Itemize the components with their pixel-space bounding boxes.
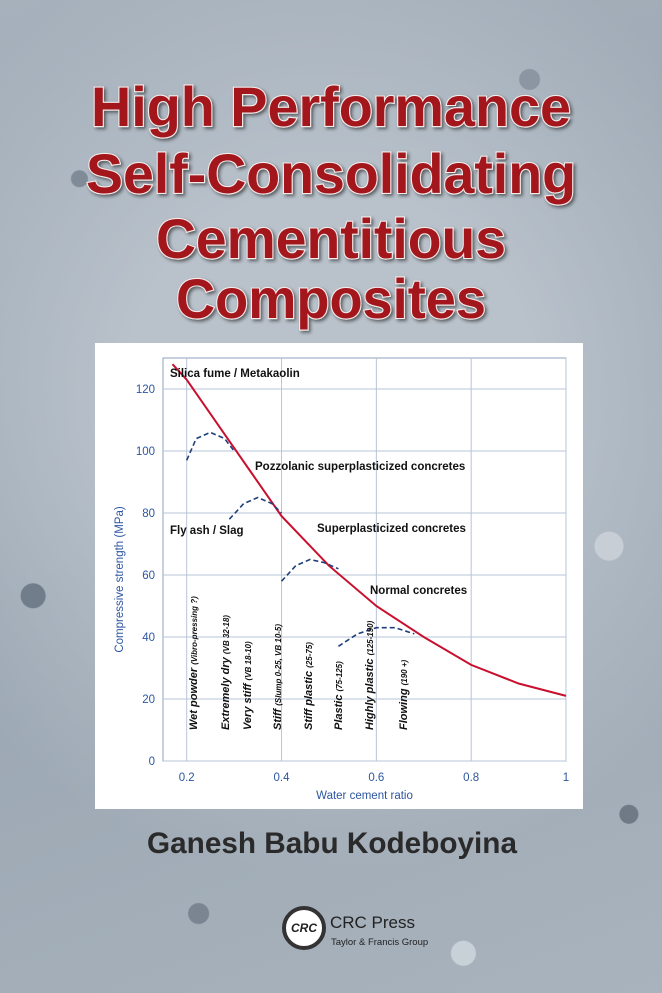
workability-name: Wet powder: [188, 667, 200, 730]
workability-detail: (VB 18-10): [244, 641, 253, 680]
workability-label: Plastic (75-125): [333, 661, 345, 730]
y-axis-label: Compressive strength (MPa): [114, 506, 126, 653]
x-tick-label: 1: [563, 772, 569, 784]
workability-detail: (Slump 0-25, VB 10-5): [274, 624, 283, 706]
x-axis-label: Water cement ratio: [316, 790, 413, 802]
x-tick-label: 0.2: [179, 772, 195, 784]
x-tick-label: 0.4: [274, 772, 291, 784]
dashed-curve: [228, 496, 283, 520]
dashed-curve: [337, 626, 415, 647]
title-line: Self-Consolidating: [86, 142, 576, 205]
workability-label: Extremely dry (VB 32-18): [220, 615, 232, 730]
workability-label: Highly plastic (125-190): [364, 620, 376, 730]
annotation: Superplasticized concretes: [317, 523, 466, 535]
y-tick-label: 80: [142, 508, 155, 520]
workability-name: Highly plastic: [364, 658, 376, 730]
annotation: Pozzolanic superplasticized concretes: [255, 461, 465, 473]
publisher-name: CRC Press: [330, 913, 415, 932]
publisher-group: Taylor & Francis Group: [331, 937, 428, 948]
title-line: Cementitious: [156, 207, 506, 270]
title-line: Composites: [176, 267, 486, 330]
x-tick-label: 0.6: [368, 772, 384, 784]
dashed-curve: [185, 431, 235, 461]
workability-name: Extremely dry: [220, 656, 232, 730]
title-line: High Performance: [91, 75, 571, 138]
strength-curve: [171, 363, 567, 697]
workability-detail: (75-125): [335, 661, 344, 692]
x-tick-label: 0.8: [463, 772, 479, 784]
y-tick-label: 120: [136, 384, 155, 396]
y-tick-label: 60: [142, 570, 155, 582]
workability-detail: (190 +): [400, 659, 409, 685]
workability-label: Stiff plastic (25-75): [303, 642, 315, 730]
workability-label: Wet powder (Vibro-pressing ?): [188, 596, 200, 730]
workability-detail: (VB 32-18): [222, 615, 231, 654]
workability-detail: (25-75): [305, 642, 314, 668]
workability-name: Stiff plastic: [303, 671, 315, 730]
annotation: Silica fume / Metakaolin: [170, 368, 300, 380]
workability-label: Very stiff (VB 18-10): [242, 641, 254, 730]
y-tick-label: 20: [142, 694, 155, 706]
workability-name: Stiff: [272, 707, 284, 730]
author: Ganesh Babu Kodeboyina: [147, 827, 517, 860]
logo-text: CRC: [291, 921, 317, 935]
annotation: Fly ash / Slag: [170, 525, 244, 537]
workability-detail: (125-190): [366, 620, 375, 655]
publisher-logo: [282, 906, 326, 950]
workability-name: Plastic: [333, 695, 345, 730]
workability-label: Flowing (190 +): [398, 659, 410, 730]
y-tick-label: 0: [149, 756, 155, 768]
dashed-curve: [280, 558, 339, 582]
workability-name: Flowing: [398, 688, 410, 730]
y-tick-label: 100: [136, 446, 155, 458]
chart-panel: [95, 343, 583, 809]
workability-label: Stiff (Slump 0-25, VB 10-5): [272, 624, 284, 730]
workability-detail: (Vibro-pressing ?): [190, 596, 199, 665]
annotation: Normal concretes: [370, 585, 467, 597]
chart: 0 20 40 60 80 100 120 0.2 0.4 0.6 0.8 1 Water cement…: [114, 357, 569, 802]
workability-name: Very stiff: [242, 682, 254, 730]
y-tick-label: 40: [142, 632, 155, 644]
